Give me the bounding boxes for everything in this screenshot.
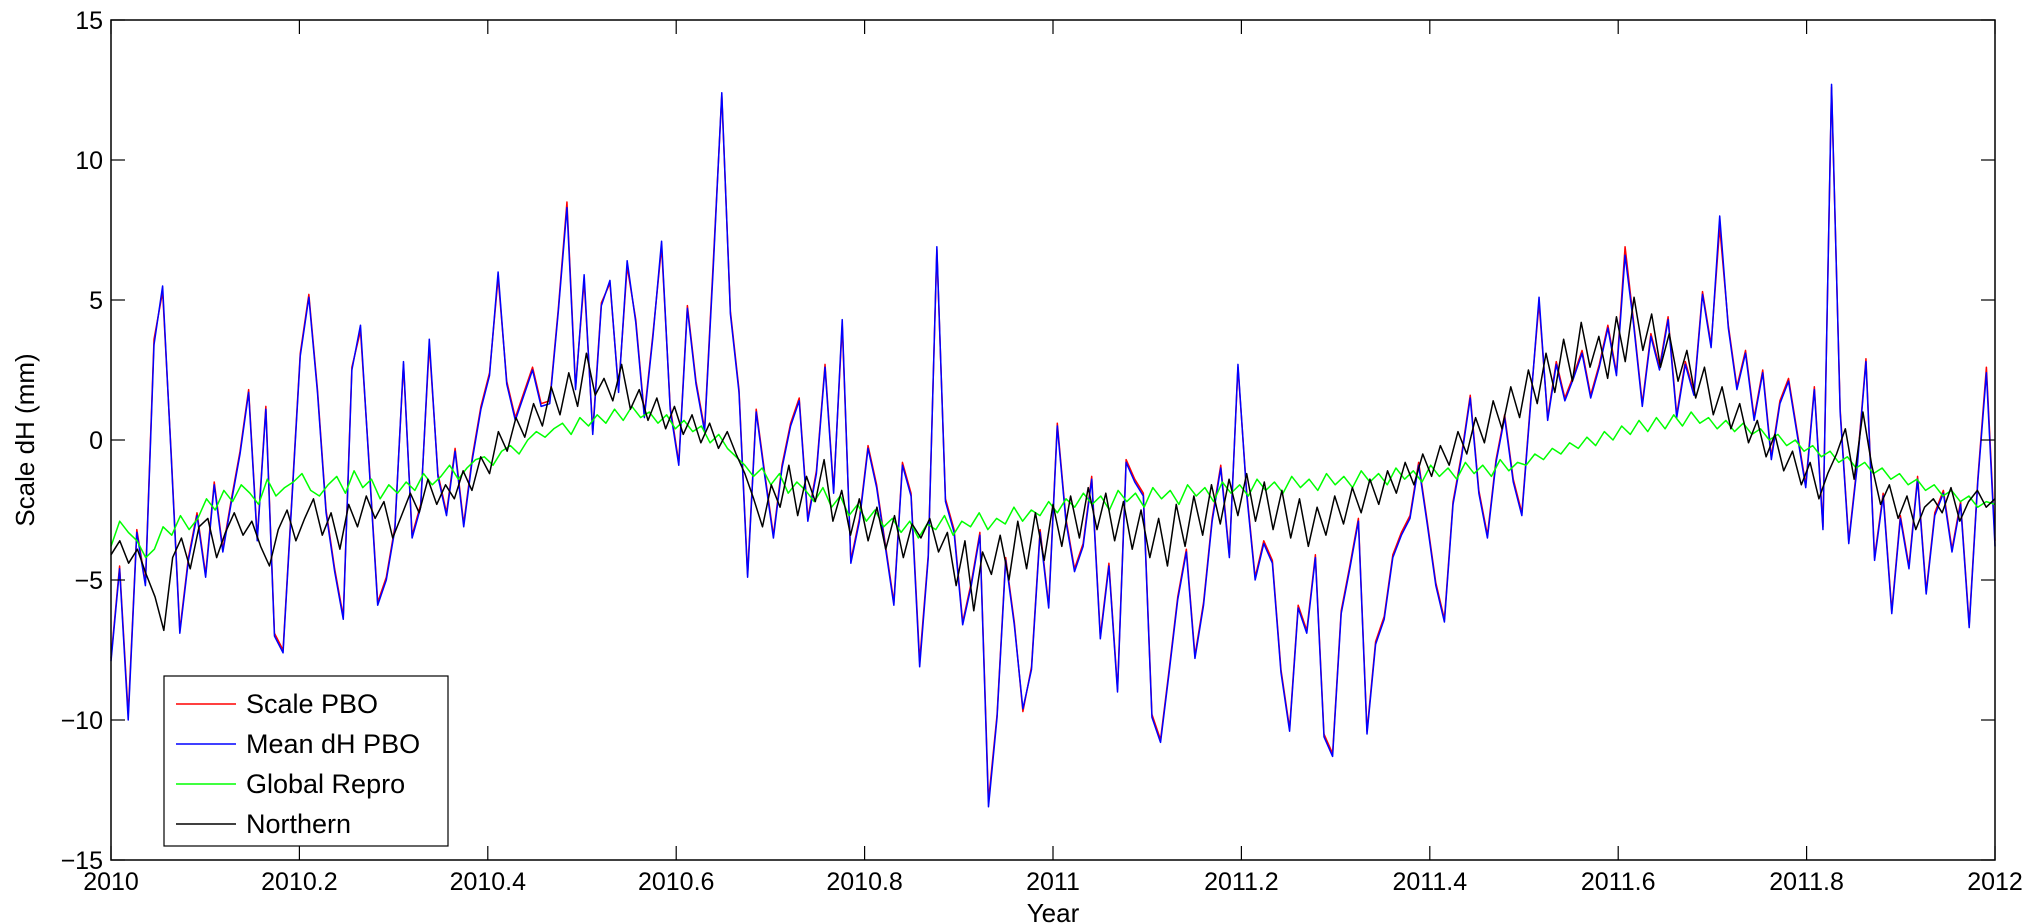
y-tick-label: −15 [61,847,103,875]
ticks-layer: 2010 2010.2 2010.4 2010.6 2010.8 2011 2011.2 20… [61,7,2023,896]
y-axis-title: Scale dH (mm) [10,353,40,526]
x-tick-label: 2012 [1967,868,2023,896]
legend-label: Mean dH PBO [246,729,420,759]
series-line-mean-dh-pbo [110,83,1996,808]
x-tick-label: 2011.6 [1581,868,1656,896]
y-tick-label: 10 [75,147,103,175]
series-line-northern [110,296,1996,632]
legend-label: Northern [246,809,351,839]
x-tick-label: 2011.2 [1204,868,1279,896]
legend: Scale PBO Mean dH PBO Global Repro Northern [163,675,449,847]
series-layer [110,83,1996,808]
x-tick-label: 2010.4 [450,868,527,896]
x-tick-label: 2010 [83,868,139,896]
y-tick-label: 5 [89,287,103,315]
legend-label: Scale PBO [246,689,378,719]
y-tick-label: 15 [75,7,103,35]
y-tick-label: −10 [61,707,103,735]
x-tick-label: 2010.6 [638,868,714,896]
legend-label: Global Repro [246,769,405,799]
y-tick-label: 0 [89,427,103,455]
x-tick-label: 2011.4 [1392,868,1467,896]
x-tick-label: 2011 [1026,868,1080,896]
y-tick-label: −5 [74,567,103,595]
x-tick-label: 2010.2 [261,868,337,896]
x-axis-title: Year [1027,898,1080,923]
x-tick-label: 2011.8 [1769,868,1844,896]
x-tick-label: 2010.8 [826,868,902,896]
